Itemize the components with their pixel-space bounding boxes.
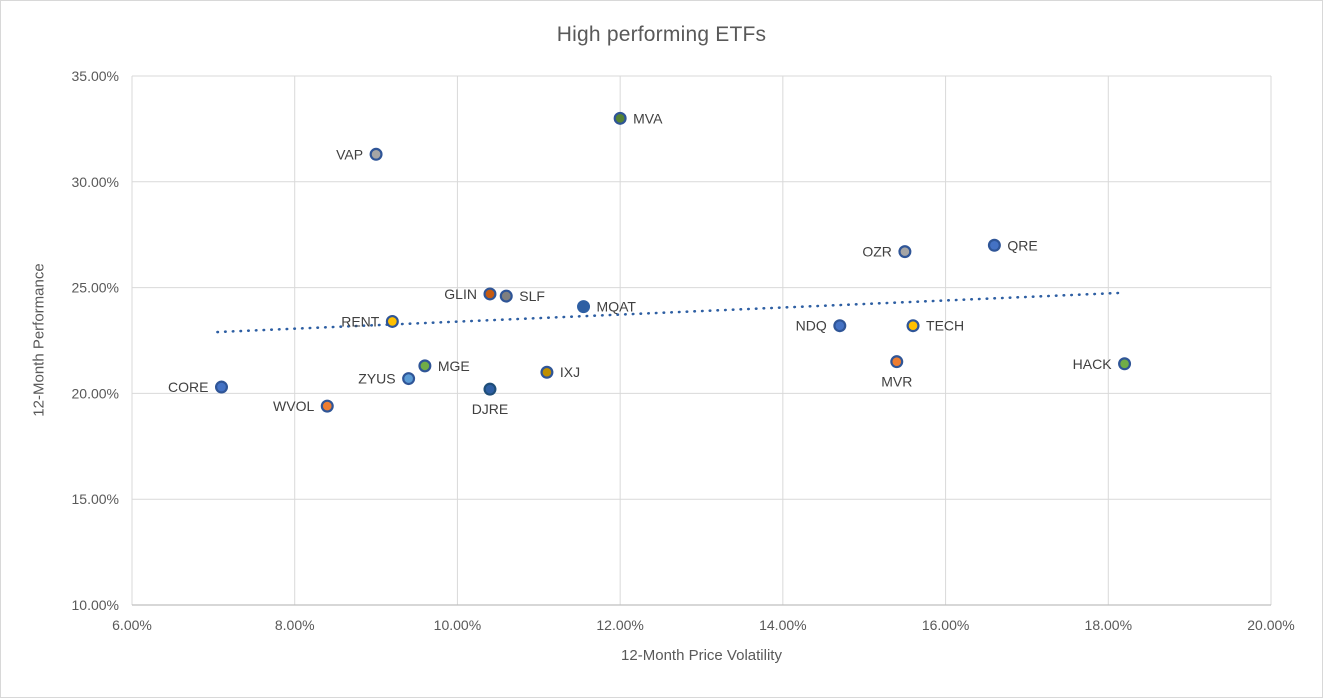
y-tick-label: 35.00%: [72, 68, 119, 84]
data-point-wvol[interactable]: [320, 399, 334, 413]
y-tick-label: 30.00%: [72, 174, 119, 190]
point-label-djre: DJRE: [472, 401, 509, 417]
x-tick-label: 18.00%: [1085, 617, 1132, 633]
point-label-core: CORE: [168, 379, 208, 395]
y-tick-label: 20.00%: [72, 385, 119, 401]
data-point-ixj[interactable]: [540, 365, 554, 379]
point-label-hack: HACK: [1073, 356, 1113, 372]
data-point-vap[interactable]: [369, 147, 383, 161]
point-label-glin: GLIN: [444, 286, 477, 302]
data-point-mvr[interactable]: [890, 355, 904, 369]
point-label-ndq: NDQ: [796, 318, 827, 334]
point-label-wvol: WVOL: [273, 398, 314, 414]
data-point-slf[interactable]: [499, 289, 513, 303]
point-label-slf: SLF: [519, 288, 545, 304]
data-point-core[interactable]: [214, 380, 228, 394]
x-tick-label: 20.00%: [1247, 617, 1294, 633]
data-point-mge[interactable]: [418, 359, 432, 373]
point-label-qre: QRE: [1007, 237, 1037, 253]
point-label-mva: MVA: [633, 110, 663, 126]
point-label-mvr: MVR: [881, 374, 912, 390]
point-label-zyus: ZYUS: [358, 371, 395, 387]
data-point-hack[interactable]: [1118, 357, 1132, 371]
point-label-rent: RENT: [341, 313, 380, 329]
point-label-ixj: IXJ: [560, 364, 580, 380]
x-tick-label: 6.00%: [112, 617, 152, 633]
data-point-mqat[interactable]: [577, 300, 591, 314]
x-axis-title: 12-Month Price Volatility: [621, 647, 782, 664]
data-point-djre[interactable]: [483, 382, 497, 396]
data-point-qre[interactable]: [987, 238, 1001, 252]
data-point-zyus[interactable]: [402, 372, 416, 386]
x-tick-label: 8.00%: [275, 617, 315, 633]
point-label-vap: VAP: [336, 146, 363, 162]
data-point-ndq[interactable]: [833, 319, 847, 333]
point-label-tech: TECH: [926, 318, 964, 334]
data-point-ozr[interactable]: [898, 245, 912, 259]
data-point-tech[interactable]: [906, 319, 920, 333]
x-tick-label: 12.00%: [596, 617, 643, 633]
data-point-mva[interactable]: [613, 111, 627, 125]
x-tick-label: 16.00%: [922, 617, 969, 633]
data-point-glin[interactable]: [483, 287, 497, 301]
x-tick-label: 10.00%: [434, 617, 481, 633]
data-point-rent[interactable]: [385, 314, 399, 328]
point-label-ozr: OZR: [862, 244, 892, 260]
y-tick-label: 10.00%: [72, 597, 119, 613]
chart-title: High performing ETFs: [556, 23, 767, 46]
point-label-mqat: MQAT: [597, 299, 637, 315]
x-tick-label: 14.00%: [759, 617, 806, 633]
y-tick-label: 25.00%: [72, 280, 119, 296]
point-label-mge: MGE: [438, 358, 470, 374]
y-tick-label: 15.00%: [72, 491, 119, 507]
